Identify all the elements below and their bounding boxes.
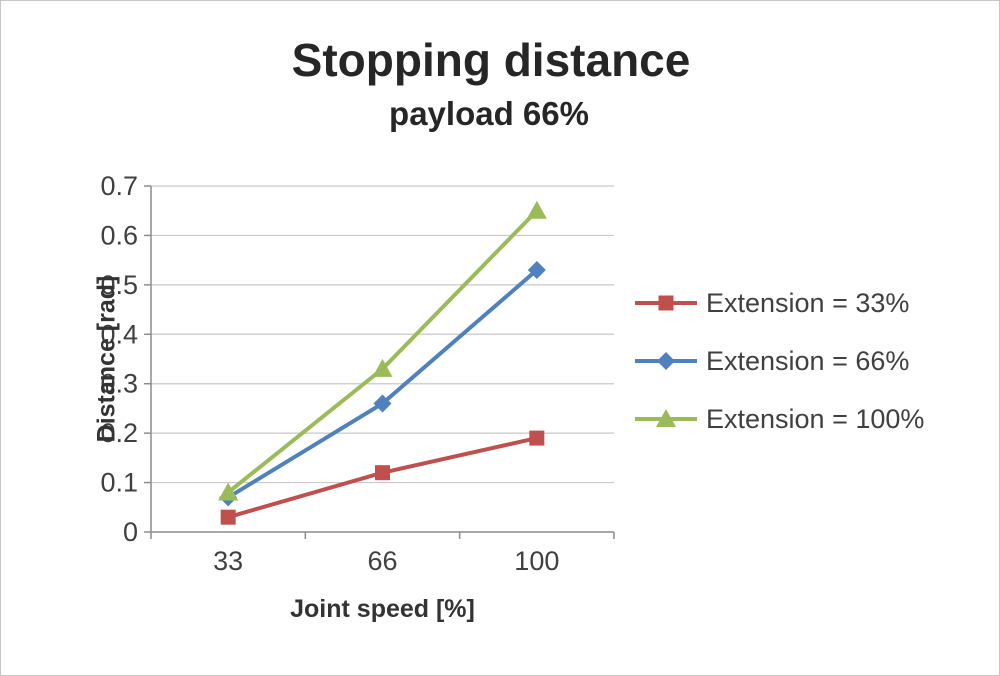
data-point-marker (220, 509, 236, 525)
data-point-marker (375, 465, 390, 481)
data-point-marker (527, 261, 546, 280)
data-point-marker (372, 358, 393, 377)
y-tick-label: 0.1 (100, 468, 138, 498)
legend-marker-shape (656, 409, 676, 427)
legend-item: Extension = 66% (633, 344, 924, 378)
legend-marker-shape (658, 295, 674, 311)
square-marker-icon (635, 295, 697, 311)
diamond-marker-icon (635, 352, 697, 370)
series-square (220, 430, 545, 525)
x-tick-label: 100 (514, 546, 559, 576)
series-triangle (218, 200, 547, 501)
y-tick-label: 0.2 (100, 418, 138, 448)
chart-title: Stopping distance (291, 34, 691, 86)
legend-item: Extension = 100% (633, 402, 924, 436)
legend-label: Extension = 66% (706, 345, 910, 376)
x-tick-label: 66 (367, 546, 397, 576)
axis-ticks: 0 0.1 0.2 0.3 0.4 0.5 0.6 0.7 33 66 100 (100, 171, 615, 576)
y-tick-label: 0.6 (100, 220, 138, 250)
legend-marker-shape (657, 352, 675, 370)
x-axis-title: Joint speed [%] (290, 595, 475, 623)
y-axis-title: Distance [rad] (92, 275, 121, 443)
legend: Extension = 33% Extension = 66% Extension … (633, 286, 924, 460)
chart-subtitle: payload 66% (389, 95, 589, 132)
y-tick-label: 0.7 (100, 171, 138, 201)
data-point-marker (373, 394, 392, 413)
y-tick-label: 0.3 (100, 369, 138, 399)
legend-label: Extension = 100% (706, 403, 925, 434)
data-point-marker (526, 200, 547, 219)
legend-item: Extension = 33% (633, 286, 924, 320)
gridlines (151, 185, 614, 484)
data-point-marker (218, 482, 239, 501)
y-tick-label: 0.4 (100, 319, 138, 349)
triangle-marker-icon (635, 409, 697, 427)
x-tick-label: 33 (213, 546, 243, 576)
y-tick-label: 0 (123, 517, 138, 547)
y-tick-label: 0.5 (100, 270, 138, 300)
legend-label: Extension = 33% (706, 287, 910, 318)
data-point-marker (529, 430, 545, 446)
axes (150, 186, 614, 533)
